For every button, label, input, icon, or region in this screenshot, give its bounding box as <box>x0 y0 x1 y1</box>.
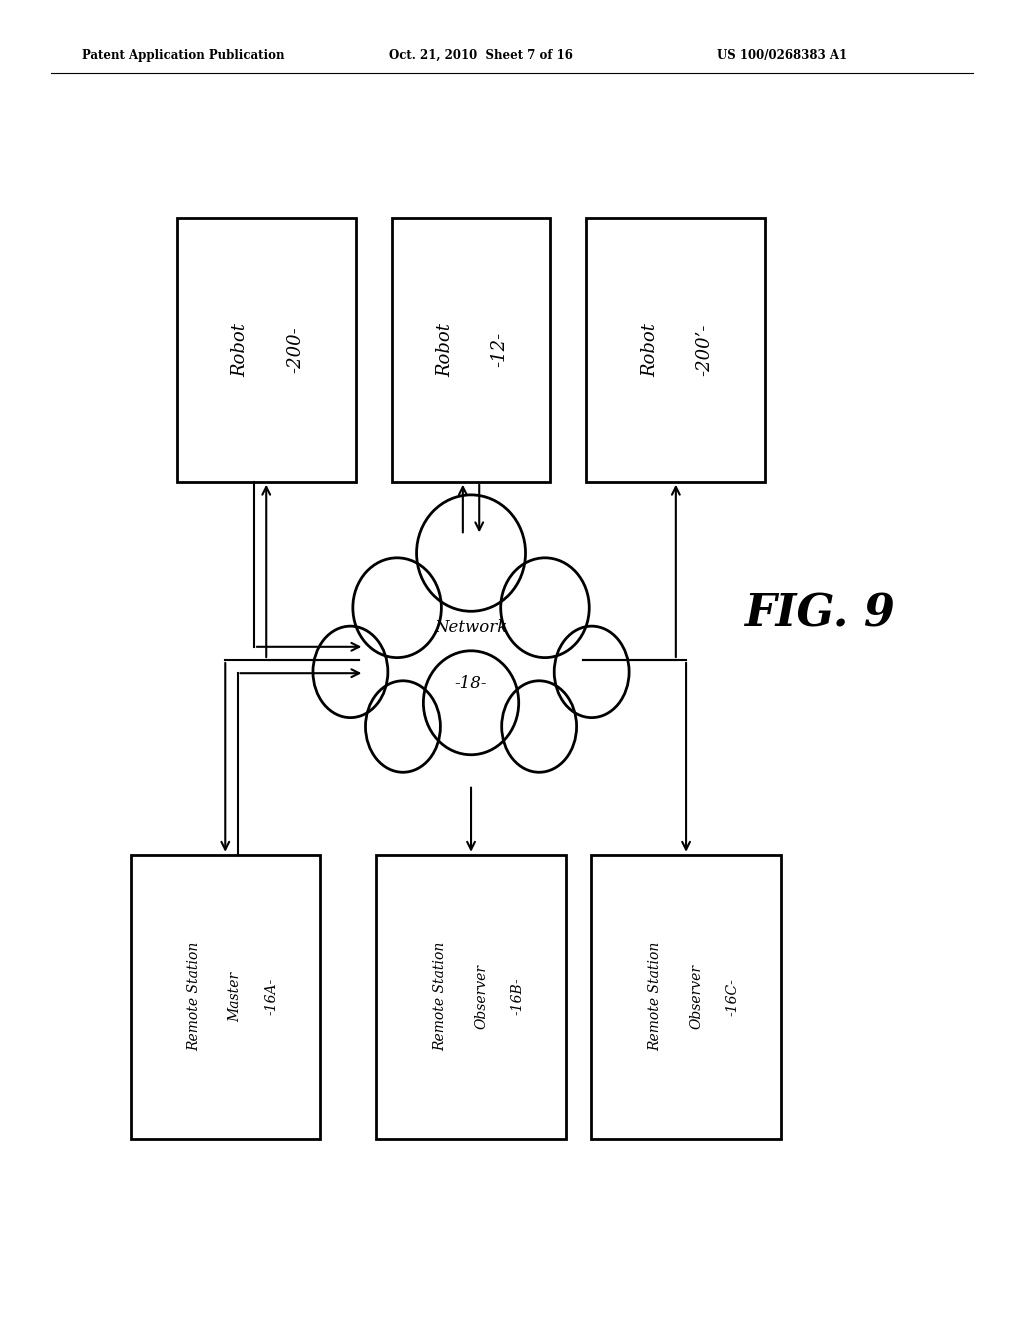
Text: -12-: -12- <box>490 333 509 367</box>
Text: -16C-: -16C- <box>725 978 739 1015</box>
Text: Remote Station: Remote Station <box>187 942 202 1051</box>
FancyBboxPatch shape <box>586 218 766 482</box>
Text: Oct. 21, 2010  Sheet 7 of 16: Oct. 21, 2010 Sheet 7 of 16 <box>389 49 573 62</box>
Text: -16A-: -16A- <box>264 978 279 1015</box>
FancyBboxPatch shape <box>592 855 780 1138</box>
Text: Robot: Robot <box>436 323 455 376</box>
FancyBboxPatch shape <box>391 218 551 482</box>
Text: Observer: Observer <box>474 964 488 1030</box>
Text: US 100/0268383 A1: US 100/0268383 A1 <box>717 49 847 62</box>
Text: Observer: Observer <box>689 964 703 1030</box>
Text: Robot: Robot <box>641 323 659 376</box>
Text: FIG. 9: FIG. 9 <box>743 593 895 635</box>
Ellipse shape <box>502 681 577 772</box>
Text: Remote Station: Remote Station <box>433 942 447 1051</box>
Text: Network: Network <box>434 619 508 635</box>
Text: Patent Application Publication: Patent Application Publication <box>82 49 285 62</box>
Text: -200’-: -200’- <box>695 323 714 376</box>
Text: -16B-: -16B- <box>510 978 524 1015</box>
Text: Robot: Robot <box>231 323 250 376</box>
Ellipse shape <box>313 626 388 718</box>
Ellipse shape <box>366 681 440 772</box>
Text: -18-: -18- <box>455 676 487 692</box>
Ellipse shape <box>353 558 441 657</box>
Ellipse shape <box>417 495 525 611</box>
FancyBboxPatch shape <box>131 855 319 1138</box>
Text: -200-: -200- <box>286 326 304 374</box>
FancyBboxPatch shape <box>377 855 565 1138</box>
Ellipse shape <box>423 651 519 755</box>
Ellipse shape <box>554 626 629 718</box>
Text: Remote Station: Remote Station <box>648 942 663 1051</box>
Ellipse shape <box>501 558 589 657</box>
FancyBboxPatch shape <box>177 218 356 482</box>
Text: Master: Master <box>228 972 243 1022</box>
